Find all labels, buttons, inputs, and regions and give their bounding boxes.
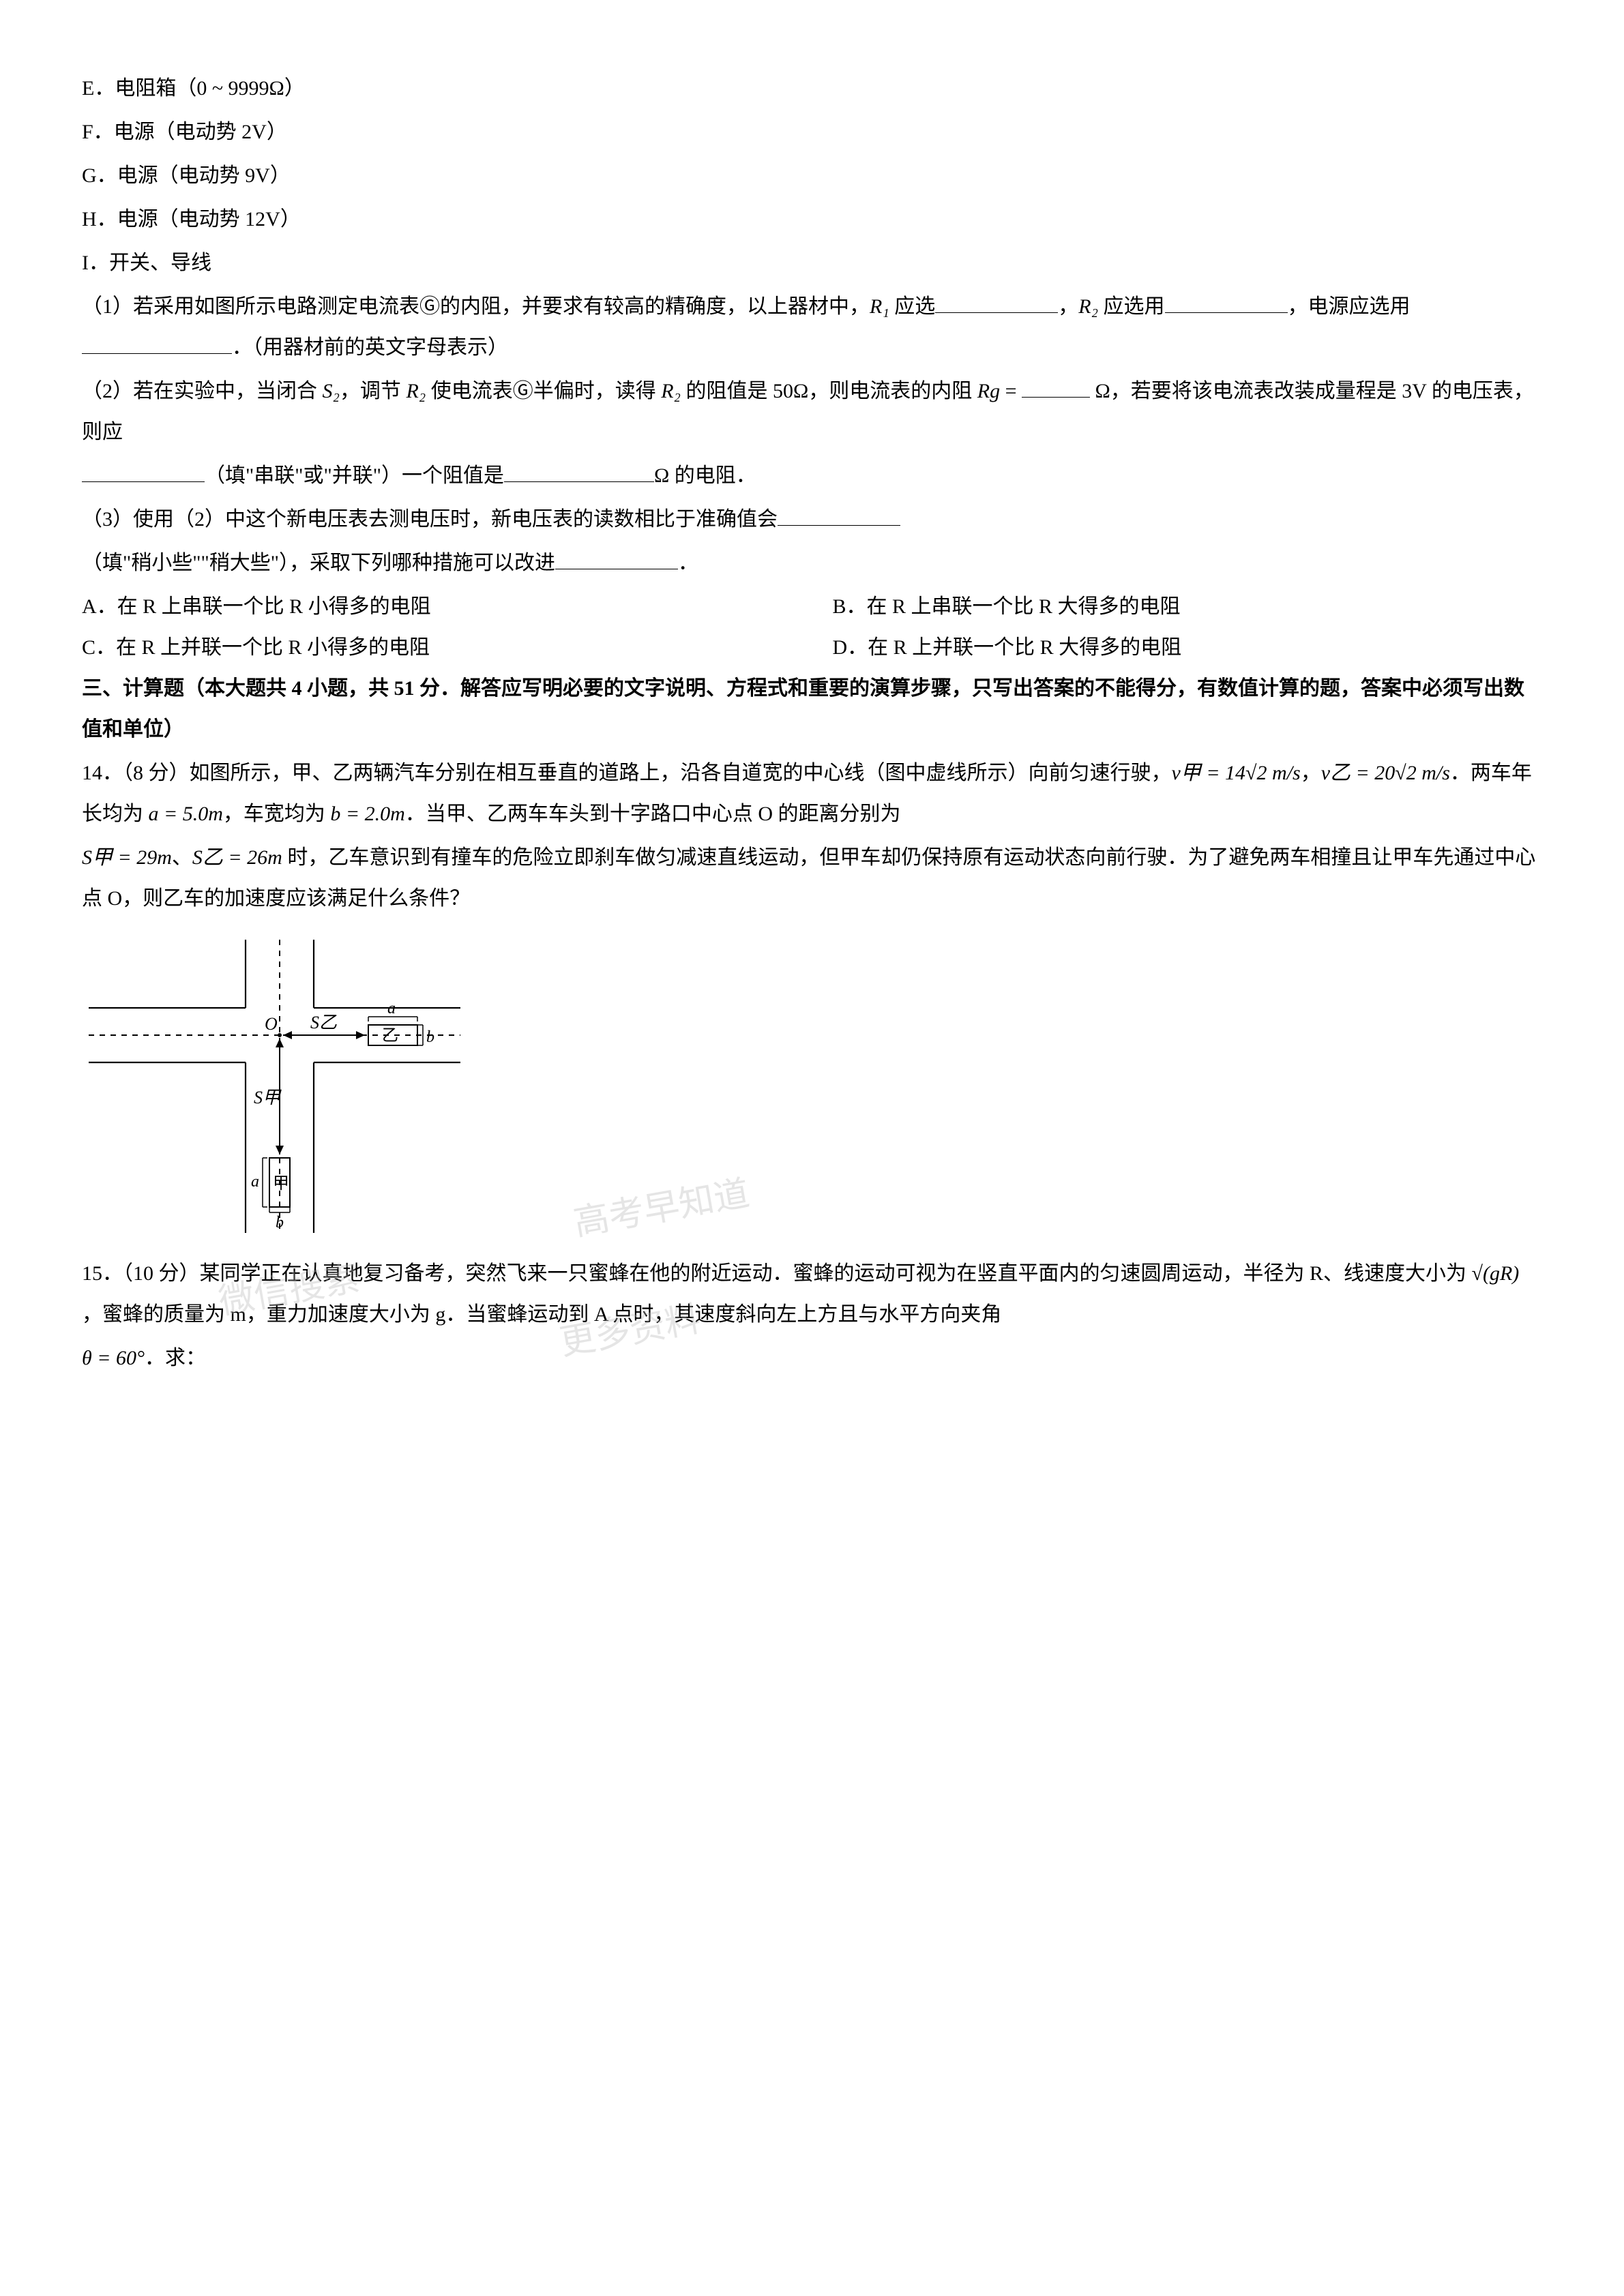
- equipment-item-g: G．电源（电动势 9V）: [82, 155, 1542, 196]
- q14-text2: ，: [1301, 762, 1321, 784]
- label-b-top: b: [426, 1028, 434, 1046]
- blank-rg[interactable]: [1022, 373, 1090, 398]
- q2-r2b: R₂: [661, 380, 681, 402]
- q2-text2: ，调节: [340, 380, 407, 402]
- label-sjia: S甲: [254, 1088, 282, 1107]
- intersection-svg: O S乙 乙 a b S甲 甲 a b: [82, 933, 464, 1240]
- question-3: （3）使用（2）中这个新电压表去测电压时，新电压表的读数相比于准确值会: [82, 499, 1542, 540]
- q14-a: a = 5.0m: [149, 803, 223, 825]
- q15-text2: ，蜜蜂的质量为 m，重力加速度大小为 g．当蜜蜂运动到 A 点时，其速度斜向左上…: [82, 1303, 1001, 1326]
- q15-v: √(gR): [1472, 1262, 1520, 1285]
- blank-r1[interactable]: [935, 288, 1058, 313]
- question-3b: （填"稍小些""稍大些"），采取下列哪种措施可以改进 ．: [82, 543, 1542, 584]
- q2-rg: Rg: [977, 380, 1000, 402]
- equipment-item-h: H．电源（电动势 12V）: [82, 199, 1542, 240]
- q14-text6: 、: [172, 846, 192, 869]
- q1-r2: R₂: [1078, 295, 1098, 318]
- question-2: （2）若在实验中，当闭合 S₂，调节 R₂ 使电流表Ⓖ半偏时，读得 R₂ 的阻值…: [82, 371, 1542, 453]
- equipment-item-e: E．电阻箱（0 ~ 9999Ω）: [82, 68, 1542, 109]
- q3-text1: （3）使用（2）中这个新电压表去测电压时，新电压表的读数相比于准确值会: [82, 508, 778, 531]
- label-b-bot: b: [276, 1214, 284, 1232]
- intersection-diagram: O S乙 乙 a b S甲 甲 a b: [82, 933, 1542, 1240]
- blank-resistance[interactable]: [504, 458, 654, 482]
- q15-text3: ．求：: [145, 1347, 206, 1369]
- label-a-bot: a: [251, 1173, 259, 1191]
- blank-r2[interactable]: [1165, 288, 1288, 313]
- option-c: C．在 R 上并联一个比 R 小得多的电阻: [82, 627, 792, 668]
- options-row-cd: C．在 R 上并联一个比 R 小得多的电阻 D．在 R 上并联一个比 R 大得多…: [82, 627, 1542, 668]
- q14-vjia: v甲 = 14√2 m/s: [1172, 762, 1301, 784]
- section-3-title: 三、计算题（本大题共 4 小题，共 51 分．解答应写明必要的文字说明、方程式和…: [82, 668, 1542, 750]
- label-jia: 甲: [273, 1175, 289, 1193]
- option-d: D．在 R 上并联一个比 R 大得多的电阻: [833, 627, 1543, 668]
- question-1: （1）若采用如图所示电路测定电流表Ⓖ的内阻，并要求有较高的精确度，以上器材中，R…: [82, 286, 1542, 368]
- q2-text7: （填"串联"或"并联"）一个阻值是: [205, 464, 504, 487]
- label-yi: 乙: [382, 1027, 398, 1045]
- q14-text4: ，车宽均为: [223, 803, 331, 825]
- q3-text2: （填"稍小些""稍大些"），采取下列哪种措施可以改进: [82, 552, 555, 574]
- q2-text4: 的阻值是 50Ω，则电流表的内阻: [681, 380, 977, 402]
- question-14b: S甲 = 29m、S乙 = 26m 时，乙车意识到有撞车的危险立即刹车做匀减速直…: [82, 837, 1542, 919]
- q1-text4: 应选用: [1098, 295, 1165, 318]
- blank-improve[interactable]: [555, 545, 678, 569]
- q2-r2: R₂: [406, 380, 426, 402]
- question-2b: （填"串联"或"并联"）一个阻值是 Ω 的电阻．: [82, 456, 1542, 496]
- label-a-top: a: [387, 1000, 396, 1017]
- question-14: 14．（8 分）如图所示，甲、乙两辆汽车分别在相互垂直的道路上，沿各自道宽的中心…: [82, 753, 1542, 835]
- q14-text7: 时，乙车意识到有撞车的危险立即刹车做匀减速直线运动，但甲车却仍保持原有运动状态向…: [82, 846, 1535, 910]
- q15-text1: 15．（10 分）某同学正在认真地复习备考，突然飞来一只蜜蜂在他的附近运动．蜜蜂…: [82, 1262, 1466, 1285]
- q14-text1: 14．（8 分）如图所示，甲、乙两辆汽车分别在相互垂直的道路上，沿各自道宽的中心…: [82, 762, 1172, 784]
- label-o: O: [265, 1014, 278, 1034]
- q14-text5: ．当甲、乙两车车头到十字路口中心点 O 的距离分别为: [405, 803, 901, 825]
- label-syi: S乙: [310, 1013, 337, 1032]
- q2-s2: S₂: [323, 380, 340, 402]
- q2-text5: =: [1000, 380, 1022, 402]
- q1-text5: ，电源应选用: [1288, 295, 1411, 318]
- q2-text3: 使电流表Ⓖ半偏时，读得: [426, 380, 661, 402]
- q14-vyi: v乙 = 20√2 m/s: [1321, 762, 1450, 784]
- q3-text3: ．: [678, 552, 698, 574]
- question-15: 15．（10 分）某同学正在认真地复习备考，突然飞来一只蜜蜂在他的附近运动．蜜蜂…: [82, 1253, 1542, 1335]
- blank-compare[interactable]: [778, 501, 900, 526]
- q1-text2: 应选: [889, 295, 936, 318]
- equipment-item-i: I．开关、导线: [82, 243, 1542, 284]
- q1-text: （1）若采用如图所示电路测定电流表Ⓖ的内阻，并要求有较高的精确度，以上器材中，: [82, 295, 870, 318]
- question-15b: θ = 60°．求：: [82, 1338, 1542, 1379]
- equipment-item-f: F．电源（电动势 2V）: [82, 112, 1542, 153]
- options-row-ab: A．在 R 上串联一个比 R 小得多的电阻 B．在 R 上串联一个比 R 大得多…: [82, 586, 1542, 627]
- q15-theta: θ = 60°: [82, 1347, 145, 1369]
- option-a: A．在 R 上串联一个比 R 小得多的电阻: [82, 586, 792, 627]
- blank-power[interactable]: [82, 329, 232, 354]
- q14-syi: S乙 = 26m: [192, 846, 282, 869]
- q1-text3: ，: [1058, 295, 1078, 318]
- q2-text1: （2）若在实验中，当闭合: [82, 380, 323, 402]
- q14-sjia: S甲 = 29m: [82, 846, 172, 869]
- blank-series[interactable]: [82, 458, 205, 482]
- q1-text6: ．（用器材前的英文字母表示）: [232, 336, 508, 359]
- q14-b: b = 2.0m: [330, 803, 404, 825]
- q1-r1: R₁: [870, 295, 889, 318]
- q2-text8: Ω 的电阻．: [654, 464, 756, 487]
- option-b: B．在 R 上串联一个比 R 大得多的电阻: [833, 586, 1543, 627]
